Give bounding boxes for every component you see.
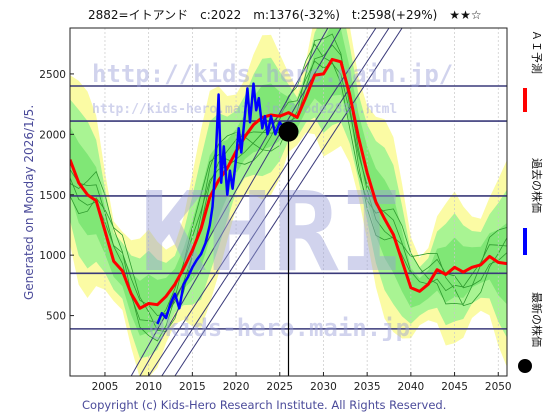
y-axis-ticks: 500 1000 1500 2000 2500 — [39, 69, 74, 323]
y-tick-label: 500 — [46, 311, 66, 323]
band-curve — [70, 43, 507, 342]
legend-latest-label: 最新の株価 — [530, 292, 544, 347]
legend-forecast-label: ＡＩ予測 — [530, 30, 544, 74]
band-inner — [70, 28, 507, 336]
page-title: 2882=イトアンド c:2022 m:1376(-32%) t:2598(+2… — [88, 8, 482, 22]
legend: ＡＩ予測 過去の株価 最新の株価 — [518, 30, 544, 373]
watermark-khri: KHRI — [140, 168, 405, 296]
x-tick-label: 2030 — [310, 381, 337, 393]
y-tick-label: 2000 — [39, 129, 66, 141]
x-tick-label: 2010 — [135, 381, 162, 393]
past-series-line — [156, 82, 290, 325]
watermark-url: http://kids-hero.main.jp/ — [92, 60, 453, 88]
watermark-layer: http://kids-hero.main.jp/ http://kids-he… — [92, 60, 453, 342]
y-tick-label: 1000 — [39, 250, 66, 262]
x-tick-label: 2045 — [441, 381, 468, 393]
x-tick-label: 2025 — [266, 381, 293, 393]
x-tick-label: 2040 — [397, 381, 424, 393]
legend-past-label: 過去の株価 — [530, 158, 544, 213]
latest-price-marker — [278, 121, 299, 376]
band-curve — [70, 60, 507, 323]
y-tick-label: 1500 — [39, 190, 66, 202]
watermark-mail: @kids-hero.main.jp — [150, 314, 410, 342]
x-tick-label: 2050 — [485, 381, 512, 393]
x-tick-label: 2035 — [354, 381, 381, 393]
latest-point — [278, 121, 299, 142]
x-axis-ticks: 2005 2010 2015 2020 2025 2030 2035 2040 2045 2050 — [92, 372, 512, 393]
x-tick-label: 2015 — [179, 381, 206, 393]
x-tick-label: 2020 — [223, 381, 250, 393]
y-tick-label: 2500 — [39, 69, 66, 81]
past-price-line — [156, 82, 290, 325]
copyright-footer: Copyright (c) Kids-Hero Research Institu… — [82, 398, 447, 412]
ai-forecast-line — [70, 57, 507, 310]
plot-frame — [69, 27, 508, 377]
x-tick-label: 2005 — [92, 381, 119, 393]
forecast-series-line — [70, 57, 507, 310]
legend-latest-swatch — [518, 359, 532, 373]
